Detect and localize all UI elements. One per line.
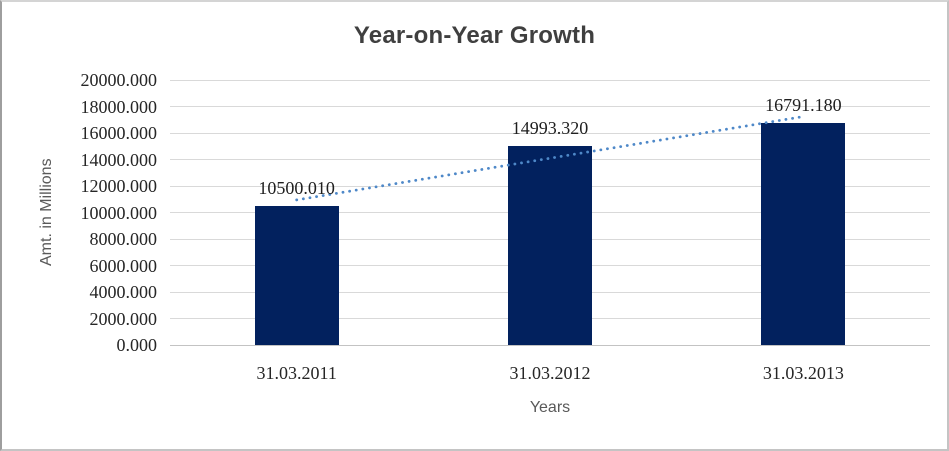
plot-area [170, 79, 930, 346]
y-tick-label: 10000.000 [80, 202, 158, 223]
trendline-dotted [295, 115, 805, 202]
gridline [170, 132, 930, 134]
gridline [170, 106, 930, 107]
bar-data-label: 16791.180 [765, 94, 842, 115]
bar-31.03.2012 [508, 146, 592, 345]
x-tick-label: 31.03.2011 [256, 363, 337, 383]
y-tick-label: 0.000 [116, 335, 158, 355]
bar-31.03.2011 [254, 205, 339, 345]
y-tick-label: 2000.000 [89, 308, 158, 329]
x-axis-title: Years [529, 399, 571, 416]
y-tick-label: 18000.000 [80, 96, 158, 117]
y-tick-label: 12000.000 [80, 176, 158, 196]
y-tick-label: 6000.000 [89, 255, 158, 276]
x-tick-label: 31.03.2012 [509, 363, 591, 383]
y-tick-label: 8000.000 [89, 229, 158, 249]
chart-title: Year-on-Year Growth [353, 22, 596, 49]
y-tick-label: 20000.000 [80, 70, 158, 90]
y-tick-label: 16000.000 [80, 123, 158, 143]
bar-data-label: 10500.010 [258, 177, 335, 198]
bar-data-label: 14993.320 [511, 118, 589, 139]
bar-31.03.2013 [761, 122, 846, 345]
y-tick-label: 14000.000 [80, 149, 158, 170]
gridline [170, 79, 930, 81]
y-tick-label: 4000.000 [89, 282, 158, 302]
x-tick-label: 31.03.2013 [762, 363, 844, 383]
